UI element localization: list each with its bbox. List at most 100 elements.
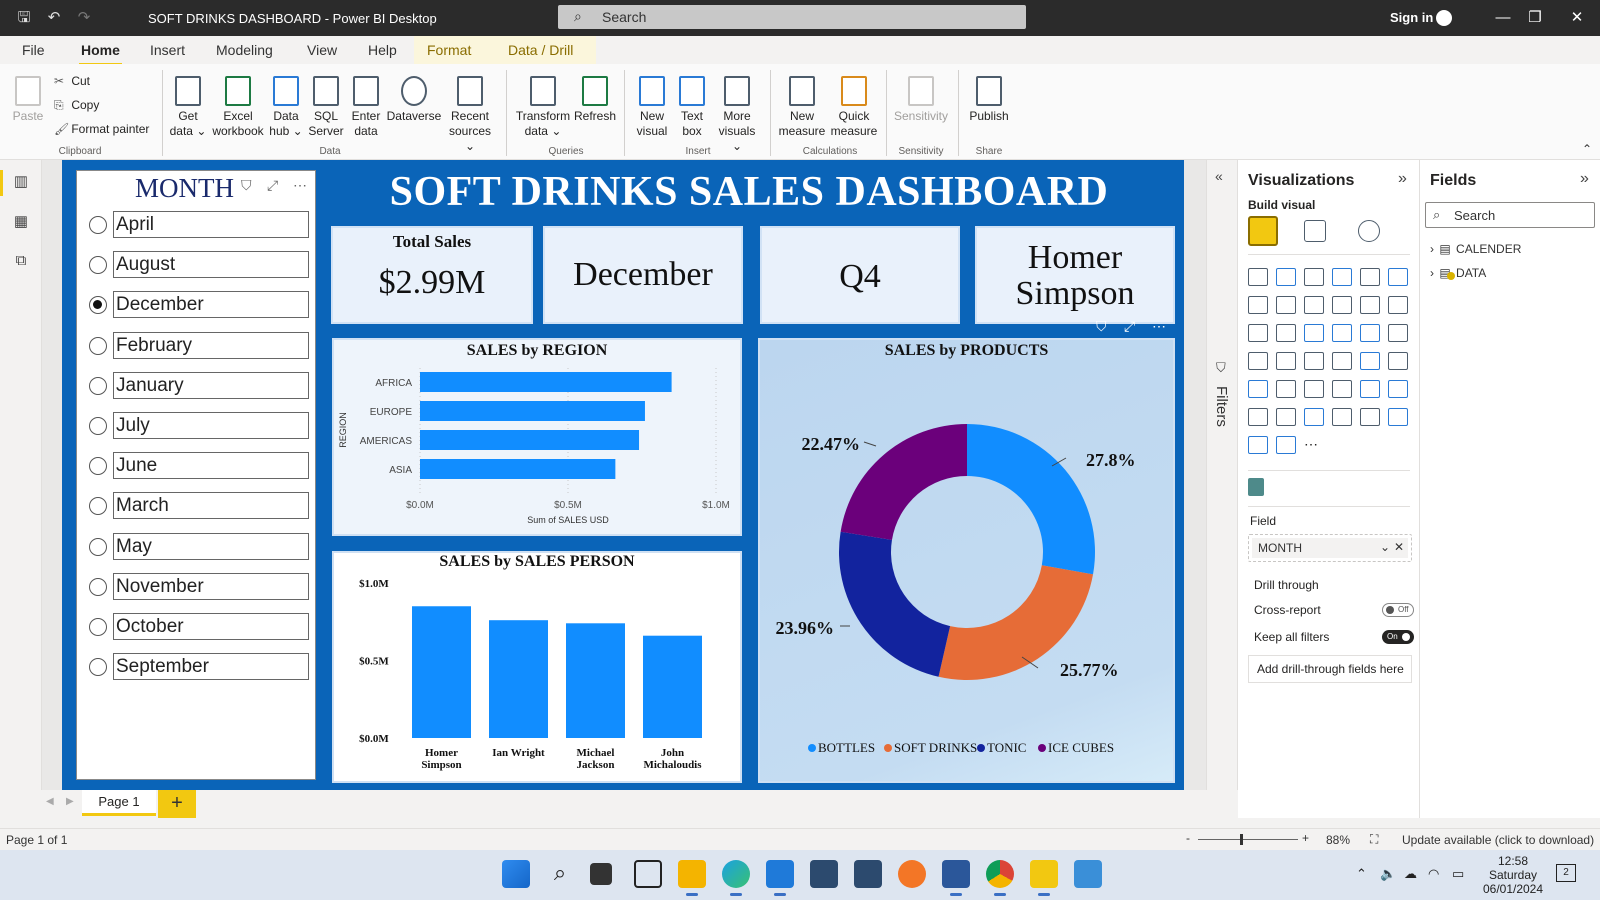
shape-map-visual-icon[interactable] — [1304, 352, 1324, 370]
close-icon[interactable]: ✕ — [1570, 9, 1584, 26]
file-explorer-icon[interactable] — [678, 860, 706, 896]
jupyter-icon[interactable] — [898, 860, 926, 888]
word-icon[interactable] — [942, 860, 970, 896]
power-apps-visual-icon[interactable] — [1388, 408, 1408, 426]
python-visual-visual-icon[interactable] — [1388, 380, 1408, 398]
radio-button[interactable] — [89, 296, 107, 315]
slicer-visual-icon[interactable] — [1276, 380, 1296, 398]
new-measure-button[interactable]: New measure — [776, 76, 828, 139]
salesperson-card[interactable]: Homer Simpson — [975, 226, 1175, 324]
zoom-out-icon[interactable]: - — [1186, 831, 1190, 845]
quarter-card[interactable]: Q4 — [760, 226, 960, 324]
total-sales-card[interactable]: Total Sales $2.99M — [331, 226, 533, 324]
recent-sources-button[interactable]: Recent sources ⌄ — [444, 76, 496, 154]
radio-button[interactable] — [89, 376, 107, 395]
text-box-button[interactable]: Text box — [674, 76, 710, 139]
tab-help[interactable]: Help — [368, 42, 397, 58]
100-column-visual-icon[interactable] — [1388, 268, 1408, 286]
sign-in-link[interactable]: Sign in — [1390, 10, 1434, 25]
format-painter-button[interactable]: 🖌 Format painter — [54, 122, 149, 136]
month-card[interactable]: December — [543, 226, 743, 324]
matrix-visual-icon[interactable] — [1332, 380, 1352, 398]
slicer-item-february[interactable]: February — [89, 331, 311, 360]
vscode-icon[interactable] — [766, 860, 794, 896]
model-view-icon[interactable]: ⧉ — [15, 252, 27, 269]
slicer-item-july[interactable]: July — [89, 412, 311, 440]
slicer-item-october[interactable]: October — [89, 613, 311, 641]
filter-icon[interactable]: ⛉ — [241, 177, 252, 193]
filled-map-visual-icon[interactable] — [1276, 352, 1296, 370]
dataverse-button[interactable]: Dataverse — [386, 76, 442, 124]
expand-icon[interactable]: » — [1398, 170, 1407, 187]
radio-button[interactable] — [89, 497, 107, 516]
card-visual-icon[interactable] — [1360, 352, 1380, 370]
map-visual-icon[interactable] — [1248, 352, 1268, 370]
more-options-icon[interactable]: ⋯ — [293, 177, 307, 193]
slicer-item-august[interactable]: August — [89, 251, 311, 279]
paste-button[interactable]: Paste — [10, 76, 46, 124]
format-visual-tab-icon[interactable] — [1304, 220, 1326, 242]
stacked-column-visual-icon[interactable] — [1276, 268, 1296, 286]
excel-workbook-button[interactable]: Excel workbook — [210, 76, 266, 139]
metrics-visual-icon[interactable] — [1276, 436, 1296, 454]
scatter-visual-icon[interactable] — [1304, 324, 1324, 342]
region-chart-panel[interactable]: SALES by REGION $0.0M $0.5M $1.0M AFRICA EUR… — [332, 338, 742, 536]
power-bi-icon[interactable] — [1030, 860, 1058, 896]
focus-mode-icon[interactable]: ⤢ — [1124, 318, 1136, 334]
add-page-button[interactable]: + — [158, 790, 196, 818]
key-influencers-visual-icon[interactable] — [1248, 408, 1268, 426]
qa-visual-icon[interactable] — [1304, 408, 1324, 426]
build-visual-tab-icon[interactable] — [1248, 216, 1278, 246]
notifications-icon[interactable]: 2 — [1556, 864, 1576, 882]
collapse-ribbon-icon[interactable]: ⌃ — [1582, 142, 1593, 156]
radio-button[interactable] — [89, 216, 107, 234]
decomposition-tree-visual-icon[interactable] — [1276, 408, 1296, 426]
clustered-bar-visual-icon[interactable] — [1304, 268, 1324, 286]
zoom-slider-thumb[interactable] — [1240, 834, 1243, 845]
tab-home[interactable]: Home — [79, 42, 122, 66]
app-icon[interactable] — [854, 860, 882, 888]
edge-icon[interactable] — [722, 860, 750, 896]
update-notice[interactable]: Update available (click to download) — [1402, 833, 1595, 847]
slicer-item-may[interactable]: May — [89, 532, 311, 561]
r-visual-visual-icon[interactable] — [1360, 380, 1380, 398]
slicer-item-september[interactable]: September — [89, 653, 311, 681]
undo-icon[interactable]: ↶ — [47, 9, 61, 26]
slicer-item-november[interactable]: November — [89, 572, 311, 601]
slicer-item-january[interactable]: January — [89, 371, 311, 400]
report-view-icon[interactable]: ▥ — [13, 173, 29, 190]
page-tab-1[interactable]: Page 1 — [82, 790, 156, 816]
line-column-visual-icon[interactable] — [1332, 296, 1352, 314]
more-visuals-button[interactable]: More visuals ⌄ — [712, 76, 762, 154]
zoom-slider[interactable] — [1198, 839, 1298, 840]
search-icon[interactable]: ⌕ — [553, 860, 567, 885]
sql-server-button[interactable]: SQL Server — [306, 76, 346, 139]
cut-button[interactable]: ✂ Cut — [54, 74, 90, 88]
chevron-down-icon[interactable]: ⌄ — [1379, 540, 1390, 554]
chrome-icon[interactable] — [986, 860, 1014, 896]
narrative-visual-icon[interactable] — [1332, 408, 1352, 426]
quick-measure-button[interactable]: Quick measure — [828, 76, 880, 139]
search-box[interactable]: ⌕ Search — [558, 5, 1026, 29]
tab-data-drill[interactable]: Data / Drill — [508, 42, 574, 58]
slicer-item-june[interactable]: June — [89, 452, 311, 480]
collapse-icon[interactable]: « — [1215, 168, 1223, 184]
area-visual-icon[interactable] — [1276, 296, 1296, 314]
sensitivity-button[interactable]: Sensitivity — [890, 76, 952, 124]
radio-button[interactable] — [89, 618, 107, 636]
products-chart-panel[interactable]: SALES by PRODUCTS 27.8% 25.77% 23.96% 22.47… — [758, 338, 1175, 783]
more-options-icon[interactable]: ⋯ — [1152, 318, 1166, 334]
filters-pane[interactable]: « ⛉ Filters — [1206, 160, 1238, 790]
treemap-visual-icon[interactable] — [1388, 324, 1408, 342]
radio-button[interactable] — [89, 537, 107, 556]
paginated-visual-icon[interactable] — [1360, 408, 1380, 426]
restore-icon[interactable]: ❐ — [1528, 9, 1542, 26]
salesperson-chart-panel[interactable]: SALES by SALES PERSON $0.0M $0.5M $1.0M Hom… — [332, 551, 742, 783]
photos-icon[interactable] — [1074, 860, 1102, 888]
waterfall-visual-icon[interactable] — [1248, 324, 1268, 342]
minimize-icon[interactable]: — — [1495, 9, 1511, 26]
refresh-button[interactable]: Refresh — [572, 76, 618, 124]
transform-data-button[interactable]: Transform data ⌄ — [514, 76, 572, 139]
windows-start-icon[interactable] — [502, 860, 530, 888]
multi-row-card-visual-icon[interactable] — [1388, 352, 1408, 370]
